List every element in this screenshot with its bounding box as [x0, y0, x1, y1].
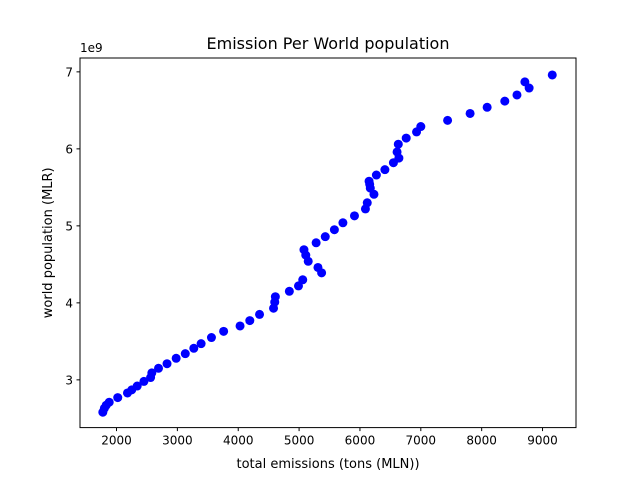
- scatter-point: [311, 238, 321, 248]
- scatter-point: [338, 218, 348, 228]
- scatter-point: [270, 292, 280, 302]
- scatter-point: [369, 189, 379, 199]
- y-offset-label: 1e9: [80, 41, 103, 55]
- scatter-point: [329, 225, 339, 235]
- scatter-point: [180, 349, 190, 359]
- chart-title: Emission Per World population: [207, 34, 450, 53]
- scatter-point: [317, 268, 327, 278]
- scatter-point: [235, 321, 245, 331]
- scatter-point: [465, 108, 475, 118]
- scatter-point: [365, 179, 375, 189]
- x-tick-label: 4000: [223, 434, 254, 448]
- scatter-markers: [98, 70, 557, 417]
- y-tick-label: 6: [65, 142, 73, 156]
- x-tick-label: 9000: [527, 434, 558, 448]
- scatter-point: [196, 339, 206, 349]
- scatter-point: [443, 115, 453, 125]
- scatter-point: [392, 147, 402, 157]
- y-tick-label: 7: [65, 65, 73, 79]
- scatter-point: [154, 363, 164, 373]
- y-axis: 3 4 5 6 7: [65, 65, 80, 387]
- scatter-point: [482, 102, 492, 112]
- scatter-point: [401, 133, 411, 143]
- x-tick-label: 5000: [284, 434, 315, 448]
- x-tick-label: 7000: [406, 434, 437, 448]
- scatter-point: [393, 139, 403, 149]
- scatter-point: [416, 122, 426, 132]
- scatter-point: [189, 343, 199, 353]
- y-tick-label: 4: [65, 296, 73, 310]
- x-tick-label: 2000: [101, 434, 132, 448]
- scatter-point: [245, 316, 255, 326]
- scatter-point: [303, 256, 313, 266]
- y-tick-label: 5: [65, 219, 73, 233]
- scatter-point: [349, 211, 359, 221]
- plot-frame: [79, 57, 577, 429]
- scatter-point: [139, 376, 149, 386]
- scatter-point: [371, 170, 381, 180]
- x-tick-label: 8000: [466, 434, 497, 448]
- scatter-point: [320, 232, 330, 242]
- y-tick-label: 3: [65, 373, 73, 387]
- scatter-point: [524, 83, 534, 93]
- scatter-point: [362, 198, 372, 208]
- x-tick-label: 3000: [162, 434, 193, 448]
- scatter-point: [380, 165, 390, 175]
- scatter-point: [147, 368, 157, 378]
- scatter-point: [171, 353, 181, 363]
- scatter-point: [104, 397, 114, 407]
- y-axis-label: world population (MLR): [41, 167, 56, 318]
- scatter-point: [162, 359, 172, 369]
- scatter-point: [512, 90, 522, 100]
- scatter-point: [547, 70, 557, 80]
- x-axis-label: total emissions (tons (MLN)): [236, 457, 419, 472]
- x-axis: 2000 3000 4000 5000 6000 7000 8000 9000: [101, 427, 558, 448]
- scatter-point: [298, 275, 308, 285]
- scatter-point: [113, 393, 123, 403]
- scatter-point: [255, 309, 265, 319]
- x-tick-label: 6000: [345, 434, 376, 448]
- scatter-point: [132, 381, 142, 391]
- scatter-point: [219, 326, 229, 336]
- scatter-point: [500, 96, 510, 106]
- scatter-point: [284, 286, 294, 296]
- scatter-point: [206, 333, 216, 343]
